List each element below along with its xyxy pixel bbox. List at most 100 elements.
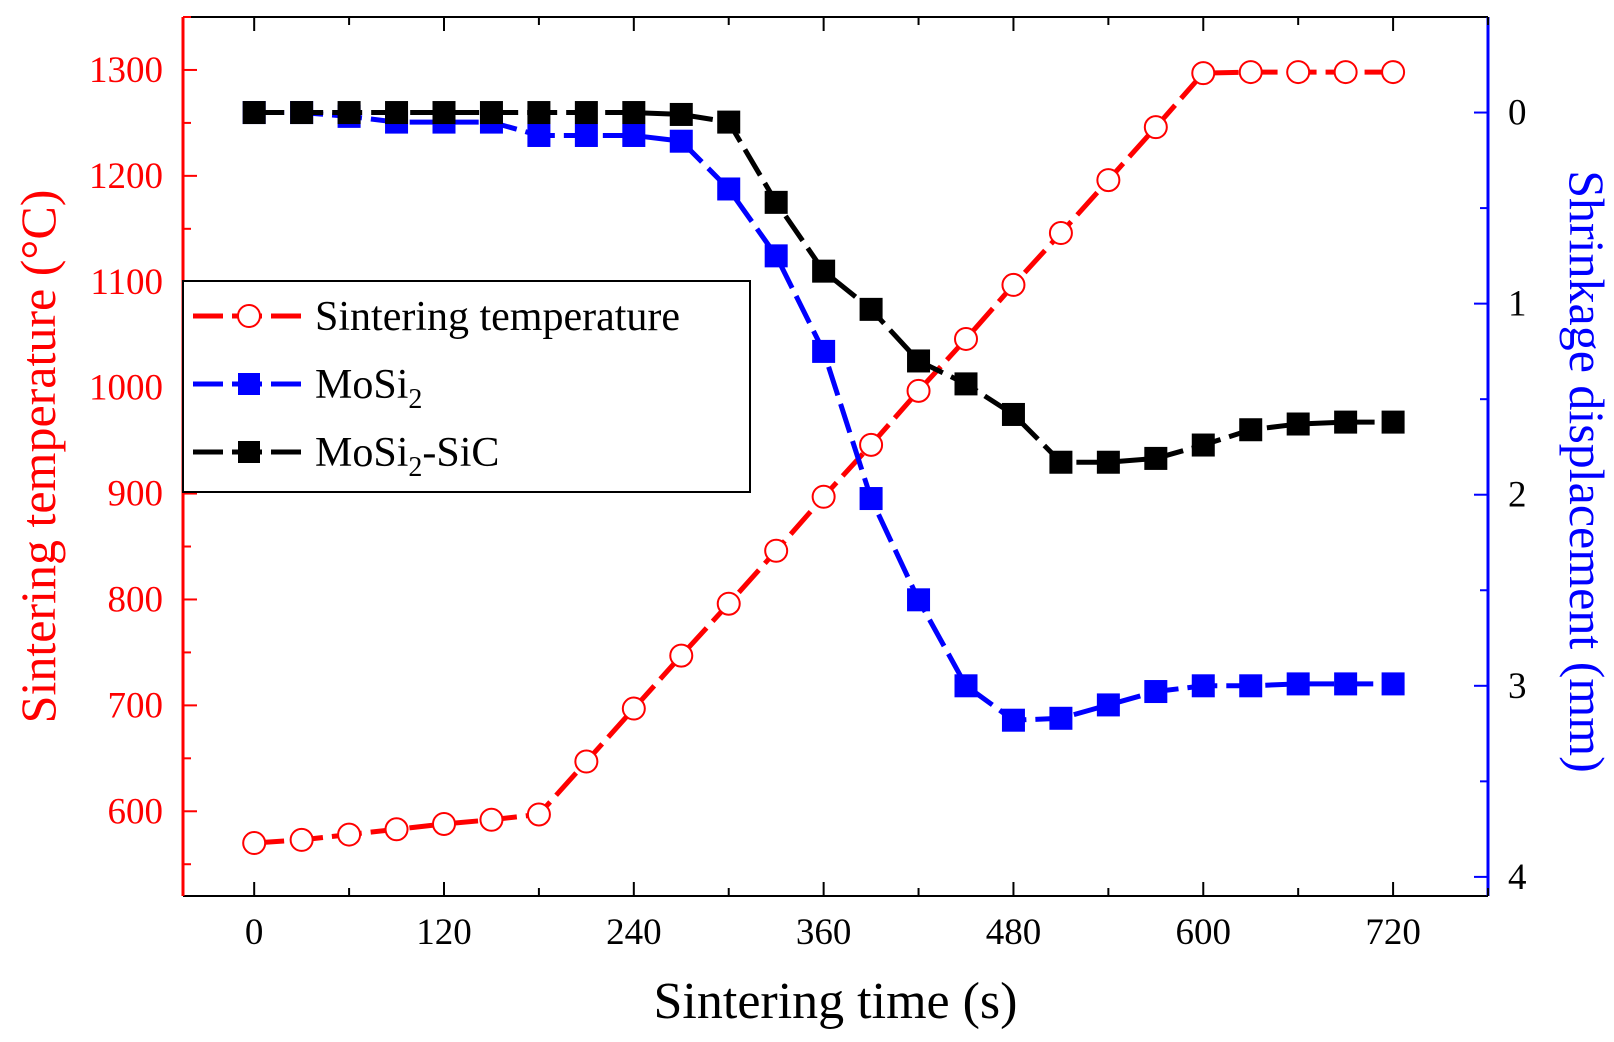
data-point [574, 749, 599, 774]
data-point [764, 190, 788, 214]
y-left-tick-label: 800 [108, 579, 164, 620]
data-point [1381, 60, 1406, 85]
series-0 [242, 60, 1406, 856]
data-point [717, 110, 741, 134]
data-point [432, 811, 456, 836]
data-point [527, 101, 551, 125]
data-point [954, 326, 978, 351]
data-point [622, 123, 646, 147]
data-point [1144, 446, 1168, 470]
y-right-tick-label: 2 [1508, 475, 1527, 516]
legend-entry: MoSi2 [193, 362, 422, 415]
legend-entry: Sintering temperature [193, 294, 680, 340]
x-axis-title: Sintering time (s) [654, 973, 1018, 1030]
data-point [479, 807, 504, 832]
series-2 [242, 101, 1405, 474]
data-point [1096, 693, 1120, 717]
data-point [527, 123, 551, 147]
y-right-axis-title: Shrinkage displacement (mm) [1559, 170, 1614, 773]
data-point [574, 101, 598, 125]
x-tick-label: 360 [796, 912, 852, 953]
legend-marker [238, 373, 260, 395]
data-point [1096, 450, 1120, 474]
data-point [1239, 418, 1263, 442]
data-point [1286, 672, 1310, 696]
data-point [1286, 412, 1310, 436]
data-point [811, 484, 836, 509]
legend-label: Sintering temperature [315, 294, 680, 340]
y-left-tick-label: 1300 [89, 50, 163, 91]
data-point [622, 101, 646, 125]
data-point [1096, 168, 1121, 193]
axes-layer: 0 120 240 360 480 600 720 600 700 800 900 1000 1100 1… [10, 16, 1614, 1030]
data-point [764, 538, 789, 563]
y-left-tick-label: 1100 [90, 262, 163, 303]
legend-label: MoSi2 [315, 362, 422, 415]
data-point [1191, 674, 1215, 698]
data-point [337, 101, 361, 125]
data-point [1286, 60, 1311, 85]
data-point [1001, 272, 1026, 297]
data-point [669, 102, 693, 126]
data-point [1143, 115, 1168, 140]
data-point [669, 129, 693, 153]
legend-entry: MoSi2-SiC [193, 430, 499, 483]
data-point [1001, 708, 1025, 732]
data-point [812, 339, 836, 363]
y-left-tick-label: 1000 [89, 368, 163, 409]
data-point [954, 372, 978, 396]
data-point [1001, 402, 1025, 426]
data-point [954, 674, 978, 698]
data-point [717, 177, 741, 201]
legend: Sintering temperature MoSi2 MoSi2-SiC [182, 280, 751, 493]
data-point [764, 244, 788, 268]
data-point [574, 123, 598, 147]
data-point [385, 101, 409, 125]
data-point [242, 101, 266, 125]
data-point [1048, 221, 1073, 246]
y-left-tick-label: 900 [108, 474, 164, 515]
data-point [716, 591, 741, 616]
data-point [1239, 674, 1263, 698]
y-left-tick-label: 1200 [89, 156, 163, 197]
data-point [812, 259, 836, 283]
data-point [526, 802, 551, 827]
x-tick-label: 0 [245, 912, 264, 953]
data-point [337, 822, 362, 847]
legend-marker [237, 304, 261, 328]
y-left-tick-label: 600 [108, 791, 164, 832]
y-left-axis-title: Sintering temperature (°C) [10, 190, 66, 724]
data-point [1238, 60, 1263, 85]
data-point [859, 297, 883, 321]
data-point [384, 817, 409, 842]
data-point [1381, 672, 1405, 696]
data-point [1381, 410, 1405, 434]
data-point [907, 588, 931, 612]
data-point [289, 827, 314, 852]
data-point [1334, 672, 1358, 696]
data-point [1334, 410, 1358, 434]
y-right-tick-label: 3 [1508, 666, 1527, 707]
x-tick-label: 120 [416, 912, 472, 953]
data-point [1191, 61, 1216, 86]
x-tick-label: 480 [986, 912, 1042, 953]
data-point [859, 487, 883, 511]
legend-label: MoSi2-SiC [315, 430, 499, 483]
y-right-tick-label: 4 [1508, 857, 1527, 898]
x-tick-label: 600 [1176, 912, 1232, 953]
data-point [621, 696, 646, 721]
y-left-tick-label: 700 [108, 685, 164, 726]
x-tick-label: 720 [1365, 912, 1421, 953]
data-point [432, 101, 456, 125]
data-point [1049, 450, 1073, 474]
data-point [859, 432, 884, 457]
data-point [669, 643, 694, 668]
data-point [1191, 433, 1215, 457]
data-point [479, 101, 503, 125]
series-layer [242, 60, 1406, 856]
data-point [907, 349, 931, 373]
y-right-tick-label: 1 [1508, 284, 1527, 325]
x-tick-label: 240 [606, 912, 662, 953]
